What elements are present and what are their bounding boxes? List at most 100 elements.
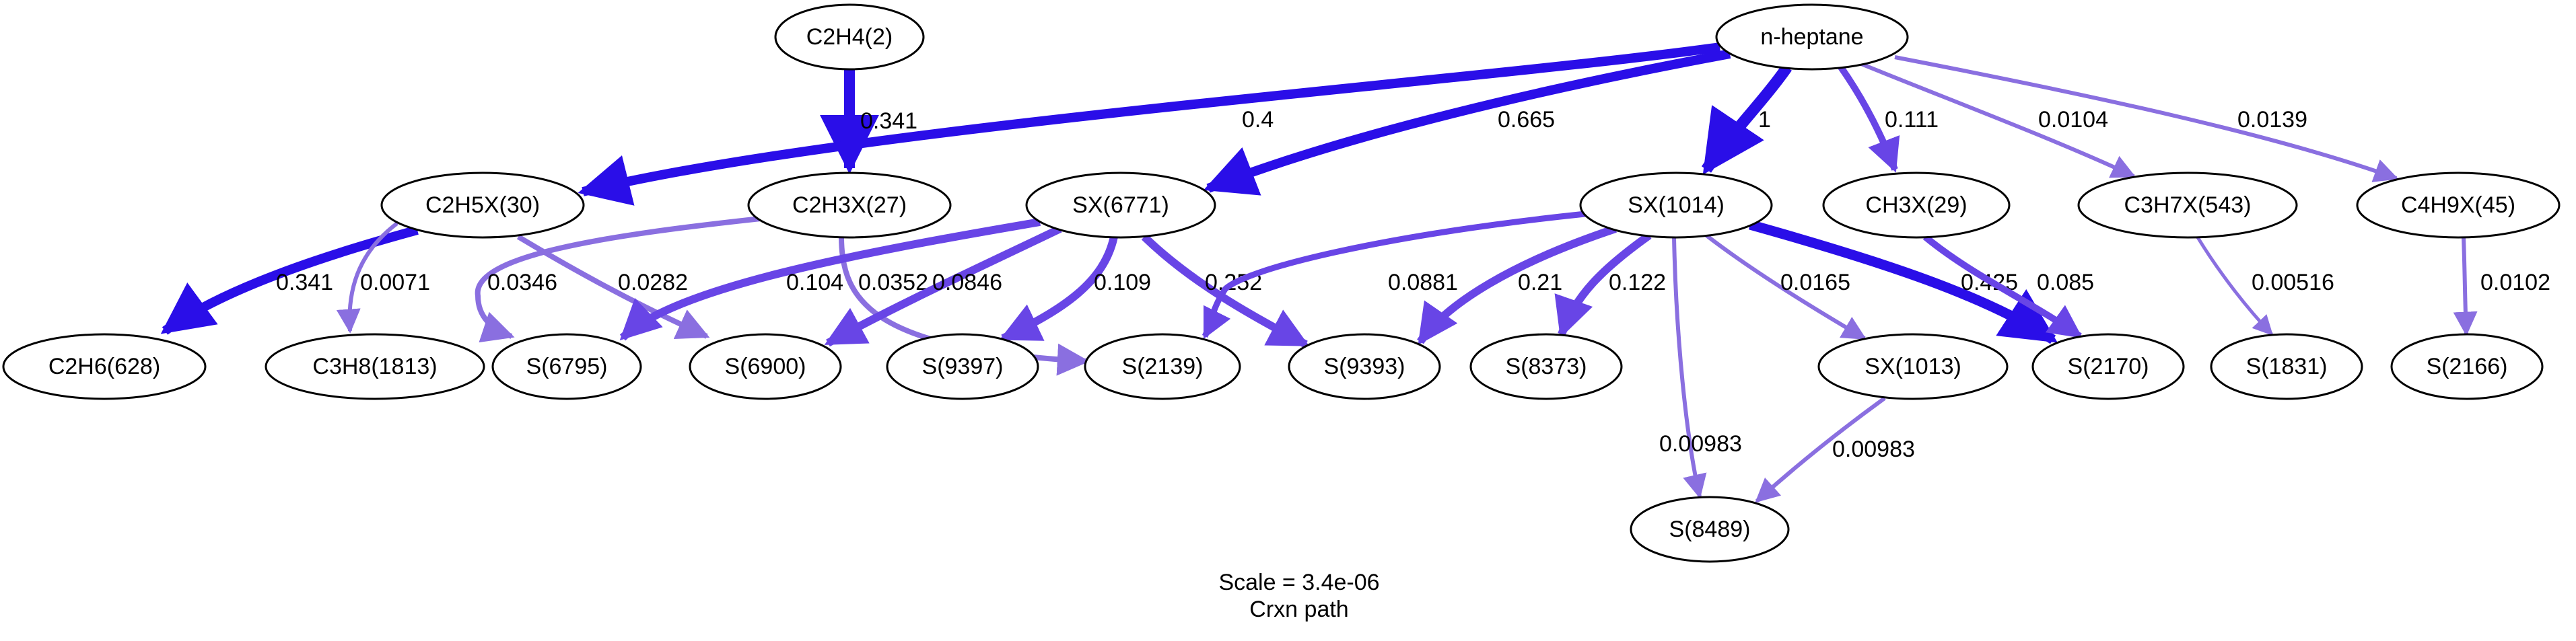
edge-weight-label: 0.104 xyxy=(786,270,843,295)
node-label: C4H9X(45) xyxy=(2401,192,2515,218)
node-label: C3H7X(543) xyxy=(2124,192,2252,218)
node-label: S(8373) xyxy=(1506,354,1587,379)
edge-c2h3x-s6795: 0.0346 xyxy=(475,216,761,343)
edge-weight-label: 0.0352 xyxy=(858,270,928,295)
edge-arrow xyxy=(1755,396,1886,503)
edge-sx6771-s9397: 0.109 xyxy=(999,235,1151,342)
node-ellipse xyxy=(747,172,952,239)
species-node-c2h5x: C2H5X(30) xyxy=(380,172,585,239)
node-ellipse xyxy=(491,333,642,400)
species-node-c2h4: C2H4(2) xyxy=(774,3,925,71)
species-node-s9397: S(9397) xyxy=(886,333,1039,400)
node-ellipse xyxy=(1469,333,1623,400)
edge-arrow xyxy=(1838,65,1900,173)
species-node-s8489: S(8489) xyxy=(1630,496,1790,563)
edge-sx1013-s8489: 0.00983 xyxy=(1755,396,1915,503)
edge-c3h7x-s1831: 0.00516 xyxy=(2196,236,2334,336)
node-ellipse xyxy=(1084,333,1241,400)
edge-nhep-sx6771: 0.665 xyxy=(1203,49,1731,196)
edge-arrow xyxy=(1701,64,1792,175)
species-node-ch3x: CH3X(29) xyxy=(1822,172,2011,239)
node-ellipse xyxy=(886,333,1039,400)
node-layer: C2H4(2) n-heptane C2H5X(30) C2H3X(27) SX(677… xyxy=(2,3,2561,563)
edge-nhep-ch3x: 0.111 xyxy=(1838,65,1939,173)
edge-weight-label: 0.111 xyxy=(1885,107,1939,133)
species-node-s1831: S(1831) xyxy=(2210,333,2363,400)
caption-title: Crxn path xyxy=(1249,597,1348,622)
node-label: SX(1014) xyxy=(1628,192,1725,218)
species-node-sx1014: SX(1014) xyxy=(1579,172,1773,239)
node-ellipse xyxy=(1715,3,1909,71)
edge-arrow xyxy=(619,218,1041,341)
edge-arrow xyxy=(1748,219,2058,344)
edge-arrow xyxy=(2196,236,2274,336)
node-label: S(9393) xyxy=(1324,354,1405,379)
edge-sx1014-s9393: 0.21 xyxy=(1417,225,1617,345)
node-ellipse xyxy=(2077,172,2298,239)
species-node-c2h6: C2H6(628) xyxy=(2,333,207,400)
edge-weight-label: 0.21 xyxy=(1518,270,1562,295)
edge-arrow xyxy=(1203,49,1731,196)
node-label: S(2170) xyxy=(2068,354,2149,379)
species-node-s2139: S(2139) xyxy=(1084,333,1241,400)
edge-arrow xyxy=(999,235,1118,342)
node-ellipse xyxy=(2,333,207,400)
edge-ch3x-s2170: 0.085 xyxy=(1922,234,2094,340)
node-ellipse xyxy=(1817,333,2009,400)
edge-weight-label: 0.4 xyxy=(1242,107,1274,133)
edge-nhep-sx1014: 1 xyxy=(1701,64,1792,175)
edge-arrow xyxy=(578,42,1720,206)
edge-arrow xyxy=(1705,233,1867,340)
edge-weight-label: 1 xyxy=(1758,107,1771,133)
edge-c2h5x-c3h8: 0.0071 xyxy=(336,221,430,334)
edge-nhep-c4h9x: 0.0139 xyxy=(1894,55,2399,182)
edge-sx1014-s2139: 0.0881 xyxy=(1202,211,1586,340)
node-label: S(8489) xyxy=(1669,517,1751,542)
edge-arrow xyxy=(2453,237,2478,336)
node-label: C2H6(628) xyxy=(48,354,160,379)
species-node-s2166: S(2166) xyxy=(2390,333,2544,400)
edge-weight-label: 0.0846 xyxy=(932,270,1002,295)
edge-arrow xyxy=(1672,237,1707,499)
node-ellipse xyxy=(2210,333,2363,400)
edge-arrow xyxy=(1417,225,1617,345)
species-node-sx1013: SX(1013) xyxy=(1817,333,2009,400)
edge-weight-label: 0.341 xyxy=(860,108,917,134)
edge-weight-label: 0.0102 xyxy=(2480,270,2550,295)
edge-arrow xyxy=(1860,62,2136,178)
node-ellipse xyxy=(1288,333,1441,400)
node-label: S(2139) xyxy=(1122,354,1204,379)
edge-nhep-c3h7x: 0.0104 xyxy=(1860,62,2136,178)
edge-sx1014-s8489: 0.00983 xyxy=(1659,237,1742,499)
edge-weight-label: 0.122 xyxy=(1609,270,1666,295)
edge-sx1014-sx1013: 0.0165 xyxy=(1705,233,1867,340)
node-label: CH3X(29) xyxy=(1865,192,1967,218)
species-node-c4h9x: C4H9X(45) xyxy=(2356,172,2561,239)
edge-c2h4-c2h3x: 0.341 xyxy=(820,69,917,174)
edge-sx6771-s6900: 0.0846 xyxy=(824,225,1062,347)
edge-weight-label: 0.341 xyxy=(276,270,333,295)
edge-weight-label: 0.00983 xyxy=(1832,437,1915,462)
species-node-c3h7x: C3H7X(543) xyxy=(2077,172,2298,239)
edge-arrow xyxy=(1554,232,1652,338)
species-node-s9393: S(9393) xyxy=(1288,333,1441,400)
node-ellipse xyxy=(2356,172,2561,239)
edge-weight-label: 0.0881 xyxy=(1388,270,1458,295)
node-label: n-heptane xyxy=(1760,24,1863,50)
node-ellipse xyxy=(1579,172,1773,239)
node-ellipse xyxy=(1822,172,2011,239)
node-label: C2H5X(30) xyxy=(425,192,540,218)
species-node-s8373: S(8373) xyxy=(1469,333,1623,400)
edge-weight-label: 0.00983 xyxy=(1659,431,1742,457)
edge-arrow xyxy=(1894,55,2399,182)
node-ellipse xyxy=(2390,333,2544,400)
species-node-sx6771: SX(6771) xyxy=(1025,172,1216,239)
caption: Scale = 3.4e-06 Crxn path xyxy=(1218,570,1379,622)
edge-weight-label: 0.0104 xyxy=(2038,107,2108,133)
node-ellipse xyxy=(1025,172,1216,239)
scale-caption: Scale = 3.4e-06 xyxy=(1218,570,1379,595)
node-label: C2H3X(27) xyxy=(792,192,907,218)
species-node-c2h3x: C2H3X(27) xyxy=(747,172,952,239)
species-node-c3h8: C3H8(1813) xyxy=(265,333,485,400)
edge-sx1014-s8373: 0.122 xyxy=(1554,232,1666,338)
